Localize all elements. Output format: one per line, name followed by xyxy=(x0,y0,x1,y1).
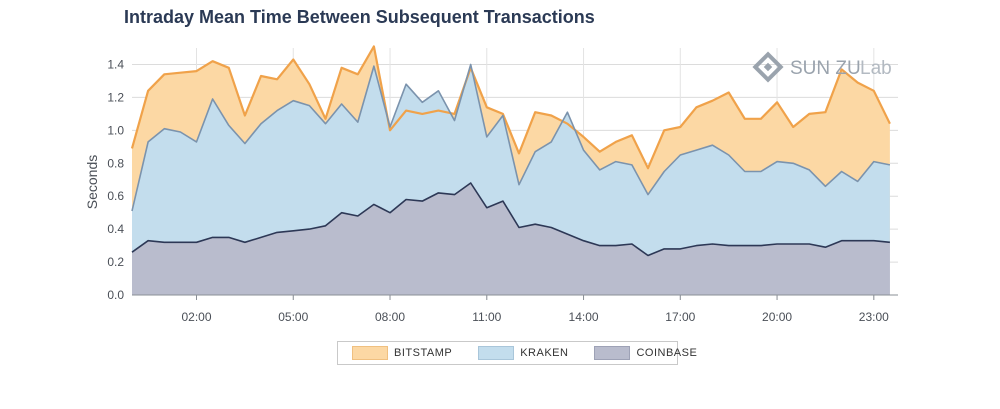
x-tick-label: 11:00 xyxy=(472,310,501,324)
x-tick-label: 14:00 xyxy=(569,310,599,324)
series-areas xyxy=(132,46,890,296)
y-axis-label: Seconds xyxy=(84,155,100,209)
legend: BITSTAMP KRAKEN COINBASE xyxy=(337,341,697,365)
y-tick-label: 1.0 xyxy=(107,123,124,137)
x-tick-label: 02:00 xyxy=(181,310,211,324)
legend-label: COINBASE xyxy=(636,347,698,359)
legend-item-bitstamp[interactable]: BITSTAMP xyxy=(352,346,452,360)
sunzu-logo: SUN ZU Lab xyxy=(752,51,892,83)
series-lines xyxy=(130,45,891,257)
area-coinbase xyxy=(132,183,890,295)
legend-swatch-kraken xyxy=(478,346,515,360)
x-tick-label: 05:00 xyxy=(278,310,308,324)
y-tick-label: 0.8 xyxy=(107,156,124,170)
line-coinbase xyxy=(131,182,890,257)
line-bitstamp xyxy=(130,45,891,170)
y-tick-labels: 0.0 0.2 0.4 0.6 0.8 1.0 1.2 1.4 xyxy=(107,57,124,302)
x-tick-labels: 02:00 05:00 08:00 11:00 14:00 17:00 20:00 23:00 xyxy=(181,310,889,324)
y-tick-label: 0.6 xyxy=(107,189,124,203)
legend-swatch-bitstamp xyxy=(352,346,388,360)
legend-item-coinbase[interactable]: COINBASE xyxy=(594,346,697,360)
x-tick-label: 23:00 xyxy=(859,310,889,324)
legend-label: KRAKEN xyxy=(520,347,569,359)
y-tick-label: 0.2 xyxy=(107,255,124,269)
y-tick-label: 1.2 xyxy=(107,90,124,104)
y-tick-label: 1.4 xyxy=(107,57,124,71)
logo-text: SUN ZU xyxy=(790,58,861,79)
x-tick-label: 17:00 xyxy=(665,310,695,324)
chart-title: Intraday Mean Time Between Subsequent Tr… xyxy=(124,7,595,27)
legend-swatch-coinbase xyxy=(594,346,631,360)
legend-item-kraken[interactable]: KRAKEN xyxy=(478,346,568,360)
y-tick-label: 0.4 xyxy=(107,222,124,236)
x-tick-label: 08:00 xyxy=(375,310,405,324)
y-tick-label: 0.0 xyxy=(107,288,124,302)
legend-label: BITSTAMP xyxy=(394,347,453,359)
line-kraken xyxy=(131,63,891,212)
logo-suffix: Lab xyxy=(860,58,892,79)
x-tick-label: 20:00 xyxy=(762,310,792,324)
